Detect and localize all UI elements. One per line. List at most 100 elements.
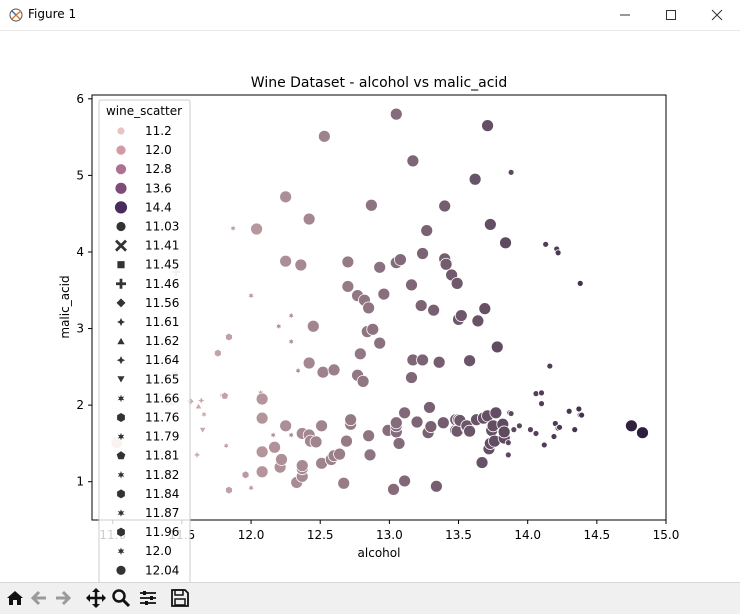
pan-icon bbox=[86, 588, 106, 608]
data-point bbox=[373, 260, 387, 274]
scatter-plot: Wine Dataset - alcohol vs malic_acid 11.… bbox=[58, 75, 679, 601]
zoom-icon bbox=[112, 589, 131, 608]
legend-style-marker bbox=[115, 450, 127, 461]
legend-style-marker bbox=[115, 354, 127, 367]
data-point bbox=[497, 425, 511, 439]
navigation-toolbar bbox=[0, 582, 740, 614]
figure-canvas[interactable]: Wine Dataset - alcohol vs malic_acid 11.… bbox=[0, 31, 740, 601]
y-tick-label: 4 bbox=[76, 245, 84, 259]
data-point bbox=[507, 410, 515, 417]
legend-style-label: 12.04 bbox=[145, 563, 179, 577]
data-point bbox=[293, 365, 303, 376]
data-point bbox=[246, 482, 256, 493]
legend-hue-marker bbox=[115, 163, 127, 176]
data-point bbox=[317, 129, 331, 143]
data-point bbox=[540, 441, 548, 449]
data-point bbox=[274, 321, 284, 332]
data-point bbox=[246, 290, 256, 301]
legend-hue-label: 11.2 bbox=[145, 124, 172, 138]
data-point bbox=[454, 309, 468, 322]
close-button[interactable] bbox=[694, 0, 740, 30]
data-point bbox=[489, 406, 503, 420]
legend-style-marker bbox=[116, 526, 126, 538]
data-point bbox=[255, 445, 269, 459]
x-tick-label: 14.5 bbox=[583, 528, 610, 542]
back-icon bbox=[30, 590, 46, 606]
data-point bbox=[542, 240, 550, 248]
data-point bbox=[221, 440, 231, 451]
data-point bbox=[468, 172, 482, 186]
data-point bbox=[571, 426, 579, 434]
data-point bbox=[337, 476, 351, 490]
data-point bbox=[255, 411, 269, 425]
configure-subplots-button[interactable] bbox=[136, 586, 160, 610]
data-point bbox=[364, 198, 378, 212]
data-point bbox=[410, 415, 424, 429]
configure-icon bbox=[140, 591, 156, 605]
data-point bbox=[405, 278, 418, 292]
zoom-button[interactable] bbox=[109, 586, 133, 610]
x-axis-label: alcohol bbox=[358, 546, 401, 560]
legend-style-label: 11.79 bbox=[145, 430, 179, 444]
data-point bbox=[302, 212, 316, 226]
data-point bbox=[286, 429, 296, 441]
data-point bbox=[625, 419, 638, 433]
data-point bbox=[504, 439, 512, 447]
legend-style-label: 11.81 bbox=[145, 449, 179, 463]
data-point bbox=[363, 448, 377, 462]
y-tick-label: 2 bbox=[76, 398, 84, 412]
legend-style-marker bbox=[115, 468, 127, 481]
legend-style-label: 11.76 bbox=[145, 411, 179, 425]
data-point bbox=[527, 426, 534, 434]
data-point bbox=[432, 355, 446, 369]
data-point bbox=[198, 427, 207, 435]
data-point bbox=[507, 168, 515, 176]
data-point bbox=[546, 362, 554, 370]
legend-hue-label: 14.4 bbox=[145, 200, 172, 214]
x-tick-label: 12.5 bbox=[307, 528, 334, 542]
data-point bbox=[214, 348, 222, 358]
legend-style-label: 11.96 bbox=[145, 525, 179, 539]
data-point bbox=[220, 391, 230, 400]
data-point bbox=[241, 470, 250, 480]
y-axis: 1 2 3 4 5 6 bbox=[76, 92, 92, 489]
data-point bbox=[414, 299, 428, 312]
legend-style-marker bbox=[116, 336, 126, 345]
data-point bbox=[389, 107, 403, 121]
legend-style-label: 11.64 bbox=[145, 353, 179, 367]
forward-button[interactable] bbox=[51, 586, 75, 610]
save-button[interactable] bbox=[168, 586, 192, 610]
data-point bbox=[398, 406, 411, 420]
legend-style-marker bbox=[115, 297, 127, 309]
legend-style-label: 11.41 bbox=[145, 239, 179, 253]
data-point bbox=[196, 395, 207, 406]
data-point bbox=[362, 429, 376, 443]
data-point bbox=[483, 218, 497, 231]
legend-style-label: 11.66 bbox=[145, 391, 179, 405]
data-point bbox=[576, 279, 584, 287]
data-point bbox=[392, 437, 406, 450]
data-point bbox=[302, 356, 316, 370]
home-button[interactable] bbox=[3, 586, 27, 610]
maximize-button[interactable] bbox=[648, 0, 694, 30]
legend-hue-marker bbox=[116, 126, 126, 136]
data-point bbox=[463, 354, 476, 368]
pan-button[interactable] bbox=[84, 586, 108, 610]
home-icon bbox=[7, 591, 23, 605]
data-point bbox=[250, 222, 263, 236]
minimize-button[interactable] bbox=[602, 0, 648, 30]
data-point bbox=[255, 392, 269, 406]
x-tick-label: 13.5 bbox=[445, 528, 472, 542]
data-point bbox=[427, 303, 441, 317]
legend-style-label: 11.03 bbox=[145, 220, 179, 234]
y-tick-label: 5 bbox=[76, 168, 84, 182]
data-point bbox=[416, 353, 429, 367]
data-point bbox=[439, 257, 453, 271]
data-point bbox=[438, 199, 452, 213]
data-point bbox=[636, 426, 649, 440]
data-point bbox=[353, 347, 367, 361]
back-button[interactable] bbox=[27, 586, 51, 610]
data-point bbox=[295, 459, 309, 473]
data-point bbox=[550, 433, 558, 440]
y-tick-label: 3 bbox=[76, 322, 84, 336]
